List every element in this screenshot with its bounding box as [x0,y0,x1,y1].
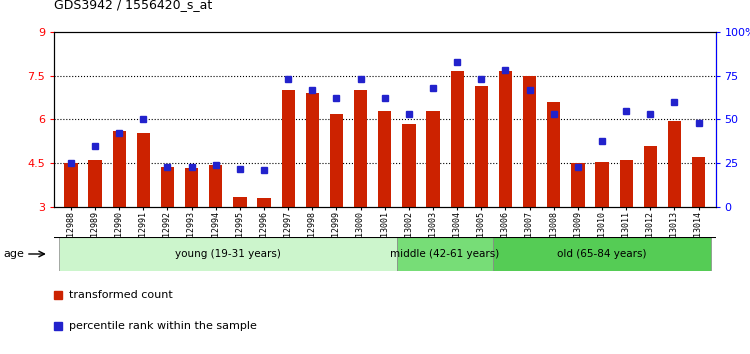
Bar [281,90,295,207]
Bar [494,237,711,271]
Bar [209,165,223,207]
Bar [620,160,633,207]
Bar [112,131,126,207]
Bar [88,160,102,207]
Bar [547,102,560,207]
Text: percentile rank within the sample: percentile rank within the sample [68,321,256,331]
Bar [257,198,271,207]
Bar [668,121,681,207]
Bar [185,168,198,207]
Text: young (19-31 years): young (19-31 years) [175,249,280,259]
Text: GDS3942 / 1556420_s_at: GDS3942 / 1556420_s_at [54,0,212,11]
Bar [402,124,416,207]
Bar [644,146,657,207]
Bar [378,111,392,207]
Bar [58,237,397,271]
Bar [136,133,150,207]
Bar [330,114,343,207]
Text: transformed count: transformed count [68,290,172,300]
Bar [451,71,464,207]
Bar [160,167,174,207]
Bar [596,162,609,207]
Bar [692,158,705,207]
Bar [64,163,77,207]
Bar [475,86,488,207]
Bar [306,93,319,207]
Text: age: age [4,249,25,259]
Bar [397,237,494,271]
Bar [499,71,512,207]
Bar [233,197,247,207]
Bar [427,111,439,207]
Text: old (65-84 years): old (65-84 years) [557,249,646,259]
Bar [572,163,584,207]
Text: middle (42-61 years): middle (42-61 years) [391,249,500,259]
Bar [354,90,368,207]
Bar [523,76,536,207]
